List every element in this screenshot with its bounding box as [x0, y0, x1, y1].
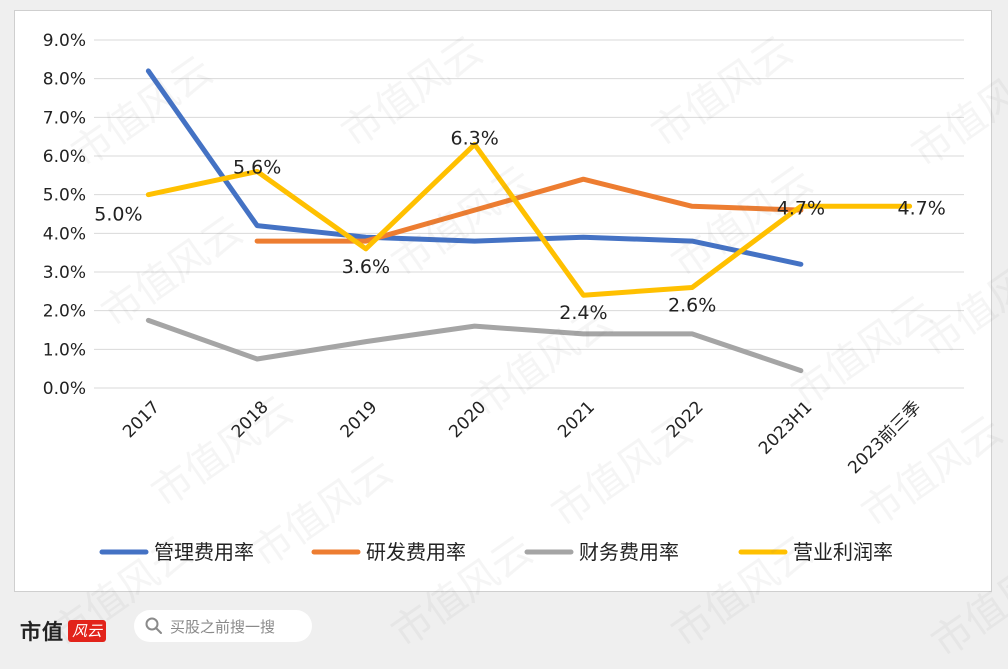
series-line-1: [254, 176, 804, 244]
data-label: 6.3%: [450, 127, 498, 149]
y-tick-label: 0.0%: [43, 379, 86, 399]
y-tick-label: 6.0%: [43, 147, 86, 167]
x-tick-label: 2018: [228, 397, 273, 442]
series-line-2: [145, 317, 804, 374]
x-tick-label: 2021: [554, 397, 599, 442]
search-box[interactable]: 买股之前搜一搜: [134, 610, 312, 642]
line-chart: 0.0% 1.0% 2.0% 3.0% 4.0% 5.0% 6.0% 7.0% 8.0% 9.0%…: [43, 31, 964, 564]
y-tick-label: 9.0%: [43, 31, 86, 51]
data-label: 2.6%: [668, 294, 716, 316]
chart-panel: 0.0% 1.0% 2.0% 3.0% 4.0% 5.0% 6.0% 7.0% 8.0% 9.0%…: [14, 10, 992, 592]
brand-mark: 风云: [68, 620, 107, 642]
x-tick-label: 2020: [445, 397, 490, 442]
footer-bar: 市值 风云 买股之前搜一搜: [0, 596, 1008, 666]
legend-label: 研发费用率: [366, 540, 466, 564]
y-tick-label: 4.0%: [43, 224, 86, 244]
data-label: 3.6%: [342, 256, 390, 278]
y-tick-label: 8.0%: [43, 70, 86, 90]
legend-label: 管理费用率: [154, 540, 254, 564]
data-label: 5.6%: [233, 156, 281, 178]
x-tick-label: 2017: [119, 397, 164, 442]
series-line-3: [145, 141, 913, 298]
search-icon: [145, 617, 162, 634]
x-tick-label: 2023H1: [755, 397, 816, 458]
y-tick-label: 7.0%: [43, 108, 86, 128]
x-tick-label: 2022: [663, 397, 708, 442]
y-tick-label: 1.0%: [43, 340, 86, 360]
search-placeholder: 买股之前搜一搜: [170, 617, 276, 636]
data-label: 4.7%: [777, 197, 825, 219]
data-label: 4.7%: [897, 197, 945, 219]
legend-label: 财务费用率: [579, 540, 679, 564]
x-tick-label: 2019: [337, 397, 382, 442]
series-line-0: [145, 68, 804, 267]
data-label: 2.4%: [559, 302, 607, 324]
legend-label: 营业利润率: [793, 540, 893, 564]
y-tick-label: 2.0%: [43, 302, 86, 322]
x-tick-label: 2023前三季: [844, 397, 925, 478]
brand-logo[interactable]: 市值 风云: [20, 616, 107, 646]
data-label: 5.0%: [94, 204, 142, 226]
brand-name: 市值: [20, 619, 64, 644]
y-tick-label: 5.0%: [43, 186, 86, 206]
y-tick-label: 3.0%: [43, 263, 86, 283]
